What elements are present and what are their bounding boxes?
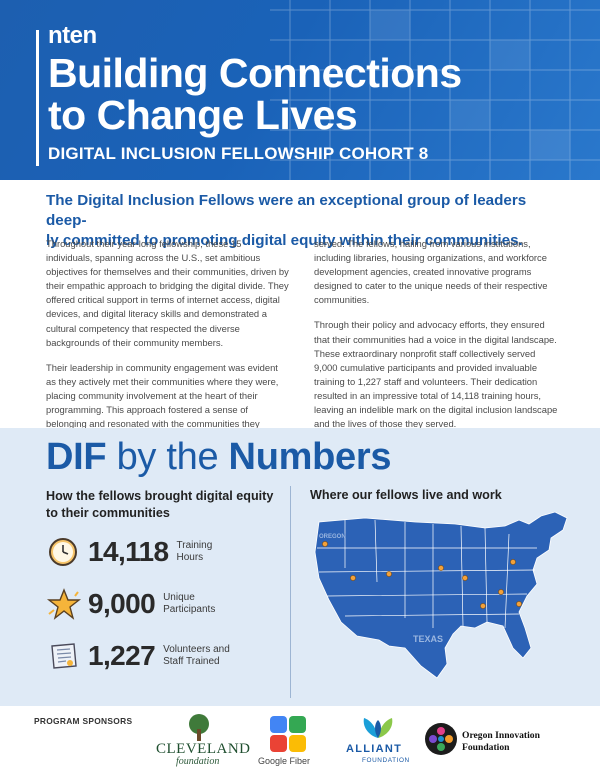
oregon-innovation-logo [425, 723, 457, 755]
paragraph: Through their policy and advocacy effort… [314, 319, 558, 430]
paragraph: Their leadership in community engagement… [46, 361, 279, 430]
numbers-title-mid: by the [106, 436, 229, 478]
stat-label-line: Unique [163, 592, 195, 603]
map-heading: Where our fellows live and work [310, 488, 502, 502]
stat-label: Unique Participants [163, 592, 215, 616]
alliant-foundation-sub: FOUNDATION [362, 757, 410, 764]
stat-training-hours: 14,118 Training Hours [46, 536, 212, 568]
us-map: OREGON TEXAS [314, 511, 568, 679]
body-column-left: Throughout their year-long fellowship, t… [46, 237, 290, 442]
star-icon [46, 588, 82, 620]
stat-label-line: Volunteers and [163, 644, 230, 655]
google-fiber-logo [270, 716, 306, 752]
header-accent-bar [36, 30, 39, 166]
alliant-foundation-name: ALLIANT [346, 743, 403, 755]
stat-unique-participants: 9,000 Unique Participants [46, 588, 215, 620]
cleveland-foundation-sub: foundation [176, 756, 220, 767]
page-subtitle: DIGITAL INCLUSION FELLOWSHIP COHORT 8 [48, 144, 429, 163]
oregon-name-line-2: Foundation [462, 742, 510, 753]
stat-volunteers-trained: 1,227 Volunteers and Staff Trained [46, 640, 230, 672]
stat-label-line: Training [176, 540, 213, 551]
clock-icon [49, 538, 77, 566]
fellow-location-pins [322, 541, 522, 609]
stat-label-line: Participants [163, 604, 216, 615]
stat-value: 1,227 [88, 640, 156, 671]
body-columns: Throughout their year-long fellowship, t… [46, 237, 558, 442]
numbers-section: DIF by the Numbers How the fellows broug… [0, 428, 600, 706]
lead-statement: The Digital Inclusion Fellows were an ex… [46, 191, 558, 251]
stat-label: Volunteers and Staff Trained [163, 644, 230, 668]
paragraph: served. The fellows, hailing from variou… [314, 238, 548, 306]
stat-value: 9,000 [88, 588, 156, 619]
header-grid-pattern [270, 0, 600, 180]
scroll-icon [51, 643, 77, 669]
lead-line-2: ly committed to promoting digital equity… [46, 232, 523, 249]
paragraph: Throughout their year-long fellowship, t… [46, 238, 289, 348]
map-label-oregon: OREGON [319, 534, 346, 540]
cleveland-tree-logo [189, 714, 209, 741]
section-divider [290, 486, 291, 698]
numbers-title-numbers: Numbers [228, 436, 392, 478]
nten-logo: nten [48, 22, 97, 49]
stat-value: 14,118 [88, 536, 169, 567]
map-label-texas: TEXAS [413, 634, 443, 644]
body-column-right: served. The fellows, hailing from variou… [314, 237, 558, 442]
stats-heading: How the fellows brought digital equity t… [46, 489, 274, 520]
title-line-1: Building Connections [48, 50, 462, 96]
numbers-title-dif: DIF [46, 436, 107, 478]
numbers-title: DIF by the Numbers [46, 436, 391, 479]
stat-label-line: Hours [176, 552, 204, 563]
state-borders [317, 519, 537, 629]
cleveland-foundation-name: CLEVELAND [156, 741, 251, 757]
header-banner: nten Building Connections to Change Live… [0, 0, 600, 180]
title-line-2: to Change Lives [48, 92, 358, 138]
oregon-innovation-name: Oregon Innovation Foundation [462, 730, 572, 754]
oregon-name-line-1: Oregon Innovation [462, 730, 540, 741]
stat-label-line: Staff Trained [163, 656, 220, 667]
alliant-butterfly-logo [363, 718, 393, 738]
stat-label: Training Hours [177, 540, 213, 564]
google-fiber-name: Google Fiber [258, 756, 311, 766]
lead-line-1: The Digital Inclusion Fellows were an ex… [46, 192, 527, 229]
sponsors-label: PROGRAM SPONSORS [34, 716, 133, 726]
page-title: Building Connections to Change Lives [48, 52, 462, 136]
